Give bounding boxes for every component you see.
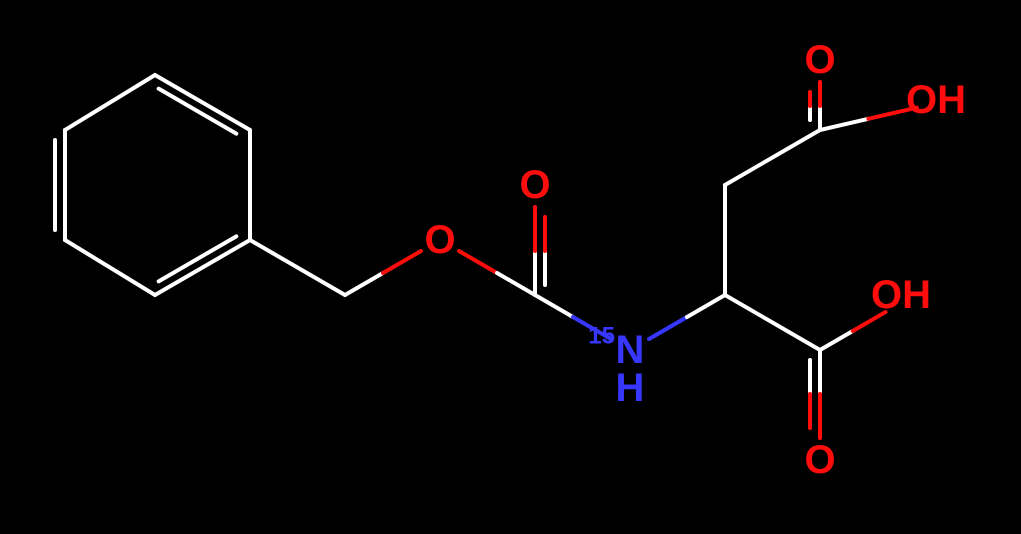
bond-line: [725, 295, 820, 350]
atom-o_acid1h: OH: [871, 273, 931, 317]
bond-line: [497, 273, 535, 295]
bond-line: [725, 130, 820, 185]
atom-o_acid2h: OH: [906, 78, 966, 122]
atom-label: OH: [906, 78, 966, 122]
bond-line: [155, 75, 250, 130]
atom-label: OH: [871, 273, 931, 317]
bond-line: [345, 273, 383, 295]
atom-hydrogen: H: [616, 366, 645, 410]
bond-line: [159, 236, 237, 281]
atom-label: O: [424, 218, 455, 262]
atom-o_ester: O: [424, 218, 455, 262]
bond-line: [820, 331, 853, 350]
bond-line: [65, 240, 155, 295]
bond-line: [65, 75, 155, 130]
atom-label: O: [804, 438, 835, 482]
atom-n_atom: 15NH: [588, 323, 644, 411]
atom-o_acid1d: O: [804, 438, 835, 482]
atom-o_carbonyl: O: [519, 163, 550, 207]
bond-line: [649, 317, 687, 339]
atom-label: O: [804, 38, 835, 82]
bond-line: [159, 89, 237, 134]
isotope-label: 15: [588, 323, 615, 350]
bond-line: [250, 240, 345, 295]
bond-line: [820, 119, 868, 130]
atom-label: O: [519, 163, 550, 207]
bond-line: [459, 251, 497, 273]
bond-line: [155, 240, 250, 295]
bond-line: [535, 295, 573, 317]
atom-o_acid2d: O: [804, 38, 835, 82]
bond-line: [383, 251, 421, 273]
bond-line: [687, 295, 725, 317]
molecule-diagram: O O 15NH O OH O OH: [0, 0, 1021, 534]
